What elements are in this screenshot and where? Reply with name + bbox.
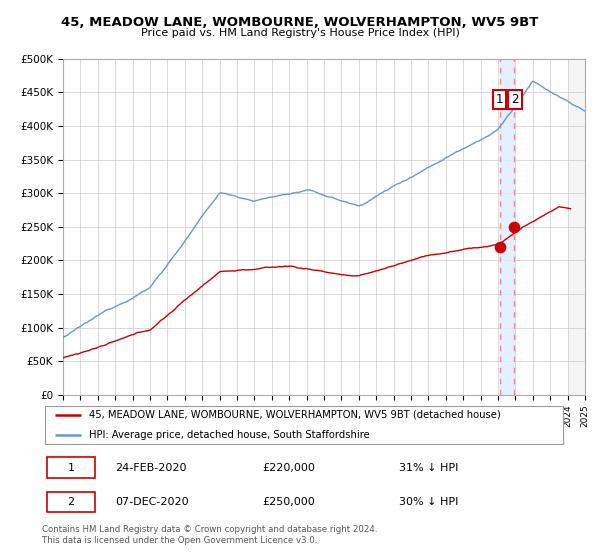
Text: 31% ↓ HPI: 31% ↓ HPI bbox=[399, 463, 458, 473]
Text: Contains HM Land Registry data © Crown copyright and database right 2024.
This d: Contains HM Land Registry data © Crown c… bbox=[42, 525, 377, 545]
Text: Price paid vs. HM Land Registry's House Price Index (HPI): Price paid vs. HM Land Registry's House … bbox=[140, 28, 460, 38]
Text: 2: 2 bbox=[511, 92, 518, 106]
Text: £250,000: £250,000 bbox=[263, 497, 315, 507]
Bar bbox=[568, 59, 585, 395]
Text: 24-FEB-2020: 24-FEB-2020 bbox=[115, 463, 187, 473]
Text: 1: 1 bbox=[67, 463, 74, 473]
Bar bbox=[500, 59, 514, 395]
Text: 2: 2 bbox=[67, 497, 74, 507]
Text: HPI: Average price, detached house, South Staffordshire: HPI: Average price, detached house, Sout… bbox=[89, 430, 370, 440]
Text: 45, MEADOW LANE, WOMBOURNE, WOLVERHAMPTON, WV5 9BT: 45, MEADOW LANE, WOMBOURNE, WOLVERHAMPTO… bbox=[61, 16, 539, 29]
FancyBboxPatch shape bbox=[47, 458, 95, 478]
Text: 1: 1 bbox=[496, 92, 503, 106]
Text: £220,000: £220,000 bbox=[263, 463, 316, 473]
Point bbox=[509, 222, 519, 231]
Bar bbox=[568, 59, 585, 395]
Text: 45, MEADOW LANE, WOMBOURNE, WOLVERHAMPTON, WV5 9BT (detached house): 45, MEADOW LANE, WOMBOURNE, WOLVERHAMPTO… bbox=[89, 409, 501, 419]
Text: 30% ↓ HPI: 30% ↓ HPI bbox=[399, 497, 458, 507]
FancyBboxPatch shape bbox=[44, 406, 563, 444]
Text: 07-DEC-2020: 07-DEC-2020 bbox=[115, 497, 189, 507]
FancyBboxPatch shape bbox=[47, 492, 95, 512]
Point bbox=[495, 242, 505, 251]
